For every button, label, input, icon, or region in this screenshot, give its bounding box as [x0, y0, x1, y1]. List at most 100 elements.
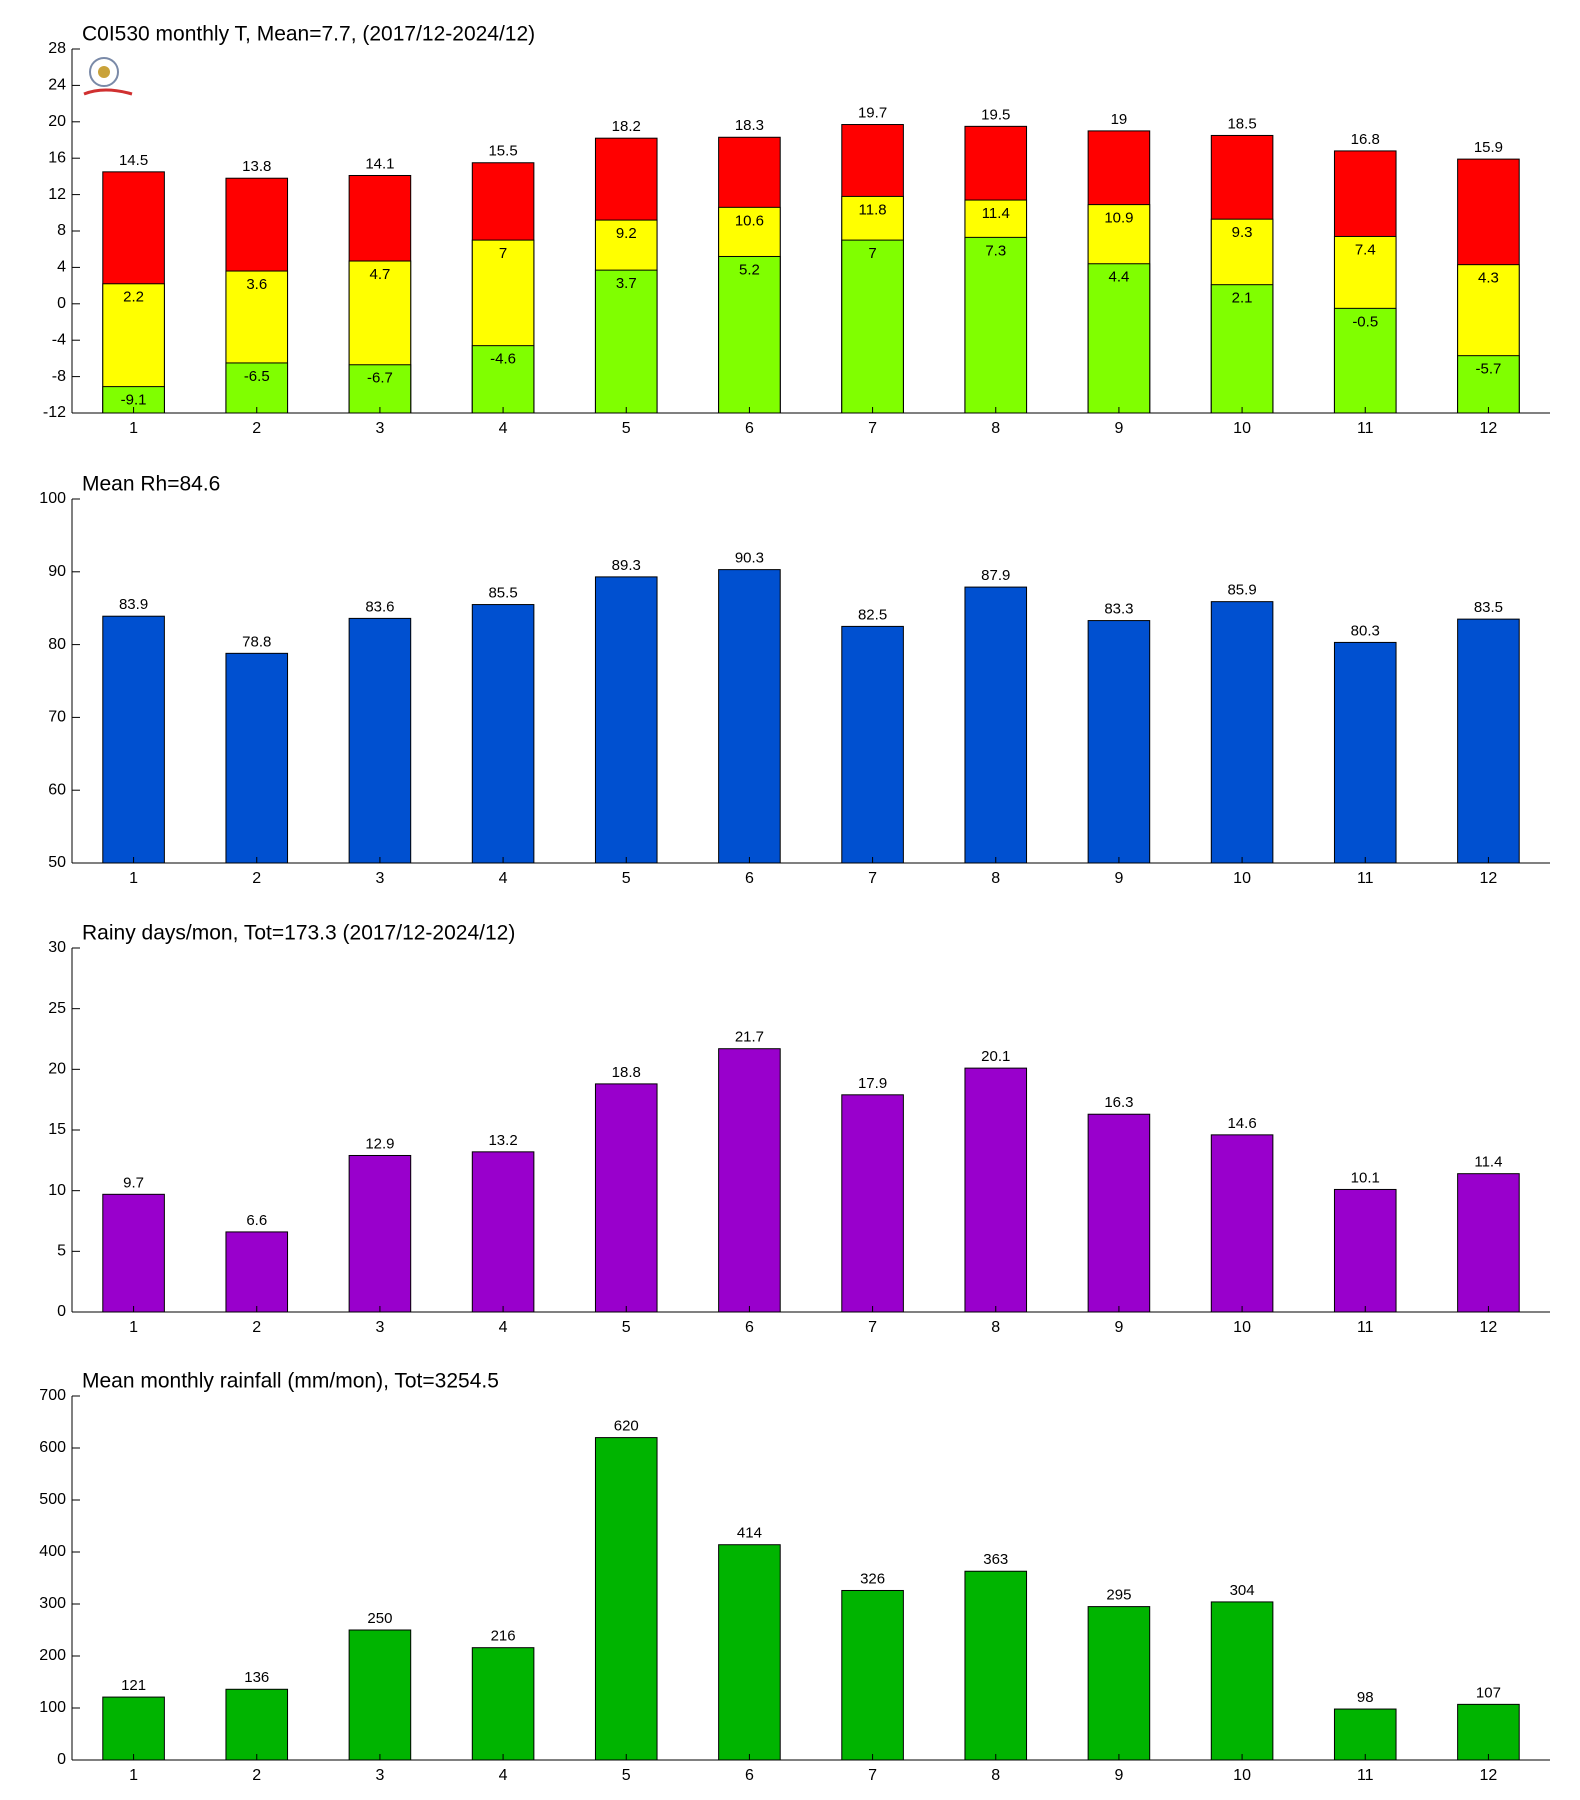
bar: [841, 1589, 904, 1761]
bar: [964, 236, 1028, 414]
value-label: 10.6: [735, 212, 764, 229]
value-label: 304: [1230, 1582, 1255, 1599]
value-label: 4.4: [1108, 269, 1129, 286]
value-label: 14.5: [119, 152, 148, 169]
value-label: 4.7: [369, 266, 390, 283]
x-tick-label: 1: [129, 420, 138, 437]
value-label: 3.6: [246, 276, 267, 293]
x-tick-label: 11: [1357, 870, 1374, 887]
x-tick-label: 5: [622, 420, 631, 437]
x-tick-label: 3: [375, 870, 384, 887]
x-tick-label: 8: [991, 1319, 1000, 1336]
y-tick-label: 70: [48, 709, 66, 726]
x-tick-label: 8: [991, 420, 1000, 437]
bar: [102, 1193, 165, 1313]
y-tick-label: 0: [57, 295, 66, 312]
y-tick-label: 200: [39, 1647, 66, 1664]
bar: [1210, 1134, 1274, 1313]
x-tick-label: 6: [745, 1319, 754, 1336]
bar: [594, 1437, 658, 1761]
bar: [594, 269, 658, 414]
value-label: 18.2: [612, 118, 641, 135]
x-tick-label: 7: [868, 1767, 877, 1784]
value-label: 15.9: [1474, 139, 1503, 156]
bar: [841, 1094, 904, 1313]
bar: [102, 615, 165, 864]
value-label: 17.9: [858, 1075, 887, 1092]
value-label: 10.9: [1104, 210, 1133, 227]
value-label: 18.3: [735, 117, 764, 134]
value-label: 83.6: [365, 598, 394, 615]
value-label: 363: [983, 1551, 1008, 1568]
bar: [1457, 355, 1520, 414]
bar: [1210, 601, 1274, 864]
y-tick-label: 20: [48, 1061, 66, 1078]
bar: [225, 652, 289, 864]
y-tick-label: 60: [48, 781, 66, 798]
x-tick-label: 4: [499, 1767, 508, 1784]
bar: [1457, 1173, 1520, 1313]
x-tick-label: 10: [1233, 870, 1251, 887]
value-label: 9.7: [123, 1174, 144, 1191]
value-label: 7: [499, 245, 507, 262]
y-tick-label: 700: [39, 1387, 66, 1404]
bar: [1087, 1113, 1151, 1313]
value-label: 11.4: [982, 205, 1010, 222]
value-label: -0.5: [1352, 313, 1378, 330]
chart-title: Mean Rh=84.6: [82, 473, 220, 496]
value-label: -5.7: [1475, 361, 1501, 378]
bar: [718, 1544, 781, 1761]
chart-title: Mean monthly rainfall (mm/mon), Tot=3254…: [82, 1370, 499, 1393]
bar: [1087, 263, 1151, 414]
value-label: 21.7: [735, 1029, 764, 1046]
value-label: 83.5: [1474, 599, 1503, 616]
y-tick-label: 5: [57, 1243, 66, 1260]
x-tick-label: 3: [375, 420, 384, 437]
value-label: 7.3: [985, 242, 1006, 259]
bar: [348, 617, 412, 864]
bar: [1087, 620, 1151, 864]
value-label: 19: [1111, 111, 1128, 128]
value-label: 295: [1106, 1587, 1131, 1604]
value-label: 18.8: [612, 1064, 641, 1081]
bar: [841, 625, 904, 864]
x-tick-label: 3: [375, 1319, 384, 1336]
y-tick-label: 25: [48, 1000, 66, 1017]
value-label: 20.1: [981, 1048, 1010, 1065]
bar: [102, 1696, 165, 1761]
value-label: -4.6: [490, 351, 516, 368]
bar: [471, 345, 535, 414]
value-label: 2.1: [1232, 290, 1253, 307]
y-tick-label: -8: [52, 368, 66, 385]
y-tick-label: 90: [48, 563, 66, 580]
value-label: 80.3: [1351, 622, 1380, 639]
value-label: 83.9: [119, 596, 148, 613]
value-label: 136: [244, 1669, 269, 1686]
y-tick-label: 30: [48, 939, 66, 956]
value-label: 14.6: [1227, 1115, 1256, 1132]
value-label: 90.3: [735, 550, 764, 567]
x-tick-label: 2: [252, 870, 261, 887]
x-tick-label: 6: [745, 870, 754, 887]
x-tick-label: 4: [499, 870, 508, 887]
bar: [471, 1151, 535, 1313]
y-tick-label: 100: [39, 490, 66, 507]
value-label: 18.5: [1227, 115, 1256, 132]
x-tick-label: 9: [1114, 870, 1123, 887]
x-tick-label: 7: [868, 420, 877, 437]
bar: [348, 1154, 412, 1313]
x-tick-label: 4: [499, 1319, 508, 1336]
value-label: 13.2: [488, 1132, 517, 1149]
x-tick-label: 6: [745, 420, 754, 437]
x-tick-label: 12: [1480, 420, 1498, 437]
value-label: 89.3: [612, 557, 641, 574]
value-label: 82.5: [858, 606, 887, 623]
x-tick-label: 1: [129, 1319, 138, 1336]
x-tick-label: 10: [1233, 420, 1251, 437]
bar: [471, 1647, 535, 1761]
x-tick-label: 8: [991, 1767, 1000, 1784]
value-label: 85.5: [488, 585, 517, 602]
bar: [348, 364, 412, 414]
value-label: 107: [1476, 1684, 1501, 1701]
value-label: -6.5: [244, 368, 270, 385]
